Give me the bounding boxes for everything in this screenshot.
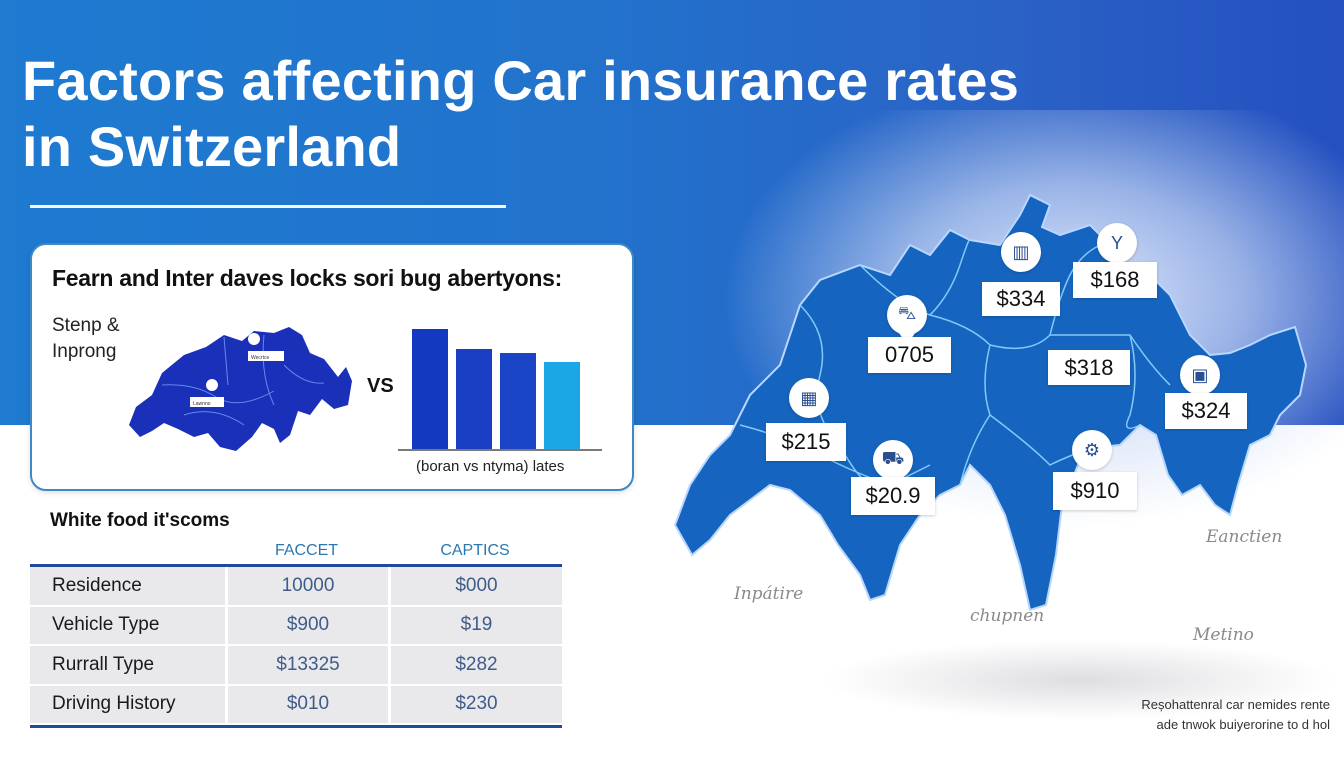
cell-facet: 10000 <box>225 567 388 605</box>
bar-4 <box>544 362 580 449</box>
x-axis <box>398 449 602 451</box>
row-label: Vehicle Type <box>52 614 160 636</box>
row-label: Residence <box>52 574 142 596</box>
document-icon[interactable]: ▣ <box>1180 355 1220 395</box>
annotation-chupnen: chupnen <box>970 606 1045 626</box>
price-label-region-2: $168 <box>1073 262 1157 298</box>
annotation-metino: Metino <box>1193 625 1254 645</box>
sofa-icon[interactable]: ⛟ <box>873 440 913 480</box>
car-icon[interactable]: ⛍ <box>887 295 927 345</box>
table-row: Driving History $010 $230 <box>30 685 562 725</box>
bar-3 <box>500 353 536 449</box>
title-line-2: in Switzerland <box>22 115 402 178</box>
price-label-region-7: $20.9 <box>851 477 935 515</box>
building-icon[interactable]: ▦ <box>789 378 829 418</box>
price-label-region-5: $215 <box>766 423 846 461</box>
annotation-eanctien: Eanctien <box>1206 527 1283 547</box>
price-label-region-6: $324 <box>1165 393 1247 429</box>
price-label-region-8: $910 <box>1053 472 1137 510</box>
title-line-1: Factors affecting Car insurance rates <box>22 49 1020 112</box>
cell-facet: $13325 <box>225 646 388 684</box>
table-body: Residence 10000 $000 Vehicle Type $900 $… <box>30 567 562 728</box>
annotation-inpatire: Inpátire <box>734 584 804 604</box>
bar-chart <box>398 323 602 451</box>
page-title: Factors affecting Car insurance rates in… <box>22 48 1122 180</box>
cell-facet: $010 <box>225 685 388 723</box>
footer-rule <box>30 725 562 728</box>
column-header-captics: CAPTICS <box>440 542 510 559</box>
mini-switzerland-map: Wecrtce Lawnno <box>129 327 352 451</box>
cell-facet: $900 <box>225 606 388 644</box>
comparison-card: Fearn and Inter daves locks sori bug abe… <box>30 243 634 491</box>
header-rule <box>30 564 562 567</box>
row-label: Driving History <box>52 693 176 715</box>
gear-icon[interactable]: ⚙ <box>1072 430 1112 470</box>
footnote: Reșohattenral car nemides rente ade tnwo… <box>1141 697 1330 732</box>
table-row: Residence 10000 $000 <box>30 567 562 607</box>
table-row: Vehicle Type $900 $19 <box>30 606 562 646</box>
map-shadow <box>820 640 1340 720</box>
rates-table: FACCET CAPTICS Residence 10000 $000 Vehi… <box>30 540 562 728</box>
branch-icon[interactable]: Y <box>1097 223 1137 263</box>
table-row: Rurrall Type $13325 $282 <box>30 646 562 686</box>
bar-2 <box>456 349 492 449</box>
cell-captics: $230 <box>388 685 562 723</box>
column-header-facet: FACCET <box>274 542 339 559</box>
title-divider <box>30 205 506 208</box>
bar-1 <box>412 329 448 449</box>
card-heading: Fearn and Inter daves locks sori bug abe… <box>52 265 562 291</box>
price-label-region-3: 0705 <box>868 337 951 373</box>
cell-captics: $282 <box>388 646 562 684</box>
factory-icon[interactable]: ▥ <box>1001 232 1041 272</box>
price-label-region-4: $318 <box>1048 350 1130 385</box>
price-label-region-1: $334 <box>982 282 1060 316</box>
chart-caption: (boran vs ntyma) lates <box>416 458 565 475</box>
cell-captics: $000 <box>388 567 562 605</box>
table-header: FACCET CAPTICS <box>30 540 562 567</box>
card-side-label: Stenp & Inprong <box>52 315 120 362</box>
row-label: Rurrall Type <box>52 653 155 675</box>
cell-captics: $19 <box>388 606 562 644</box>
table-title: White food it'scoms <box>50 510 230 531</box>
svg-text:Lawnno: Lawnno <box>193 401 211 407</box>
svg-text:Wecrtce: Wecrtce <box>251 355 269 361</box>
vs-label: VS <box>367 375 394 397</box>
